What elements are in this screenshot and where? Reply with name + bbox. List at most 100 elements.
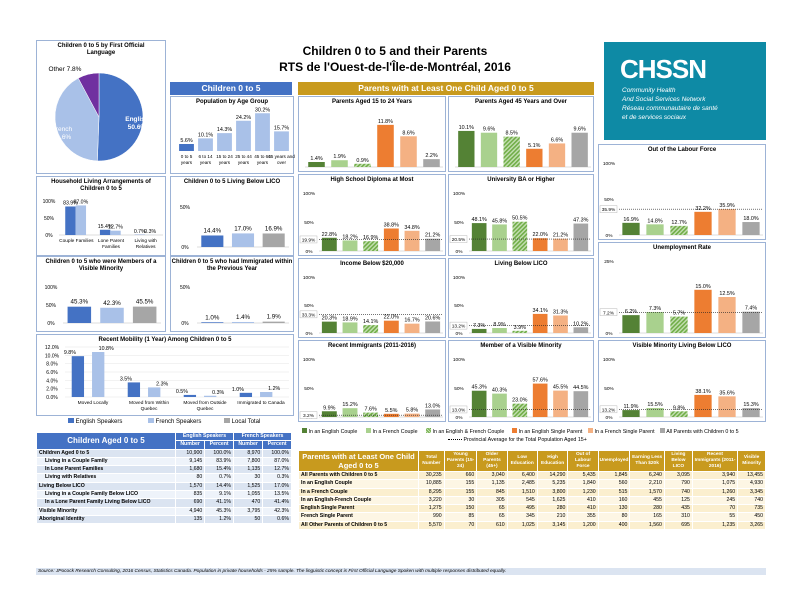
parents-table: Parents with at Least One Child Aged 0 t… [298,450,766,531]
chart-univ-svg: 100% 50% 0% 48.1% 45.8% 50.5% 22.0% 21.2% 47.3% 2… [449,191,591,255]
bar [354,163,371,167]
bar [363,325,379,333]
data-label: 5.6% [180,138,192,144]
bar [183,394,197,397]
bar [718,396,736,417]
table-cell: 470 [232,498,264,508]
table-cell: 455 [629,495,665,506]
table-row: English Single Parent 1,275 150 65 495 280 410… [298,504,766,514]
data-label: 12.7% [671,220,686,226]
data-label: 57.6% [533,378,548,384]
y-tick: 10.0% [45,353,60,359]
x-tick: years [200,160,212,165]
chart-unemp-svg: 25%0%6.2%7.3%5.7%15.0%12.5%7.4%7.2% [599,259,763,337]
bar [75,205,87,235]
provincial-label: 13.2% [602,407,616,413]
table-cell: Living in a Couple Family [36,456,176,467]
chart-unemp: 25% 0% 6.2% 7.3% 5.7% 15.0% 12.5% 7.4% 7.2% Unemp… [598,242,766,338]
data-label: 9.6% [574,127,586,133]
table-cell: 1.2% [204,514,234,525]
y-tick: 0% [606,331,614,337]
y-tick: 100% [453,275,466,281]
provincial-box [599,308,618,316]
bar [262,321,285,323]
table-cell: 400 [597,520,631,531]
table-cell: 3,800 [536,487,569,497]
data-label: 3.9% [514,325,526,331]
pie-label: Other 7.8% [49,66,82,73]
data-label: 14.1% [363,319,378,325]
data-label: 47.3% [573,218,588,224]
table-cell: In Lone Parent Families [36,465,176,475]
data-label: 0.5% [176,389,188,395]
x-tick: Quebec [197,406,214,412]
table-cell: 1,075 [691,479,739,489]
y-tick: 100% [603,357,616,363]
table-cell: 2,210 [629,479,665,489]
bar [342,322,358,333]
table-cell: 1,510 [506,487,538,497]
table-cell: 6,400 [506,470,538,481]
bar [646,311,664,333]
table-cell: 310 [663,512,693,522]
chart-title: Population by Age Group [195,99,269,105]
table-cell: Aboriginal Identity [36,514,176,525]
x-tick: 0 to 5 [181,154,193,159]
bar [471,328,487,333]
data-label: 1.9% [267,314,282,321]
data-label: 7.3% [473,323,485,329]
col-header: Number [174,440,206,450]
x-tick: Couple Families [59,238,94,244]
chart-inc20-svg: 100% 50% 0% 20.3% 18.9% 14.1% 22.0% 16.7% 20.6% 3… [299,275,443,337]
data-label: 16.7% [404,318,419,324]
data-label: 8.9% [493,322,505,328]
table-cell: 3,940 [691,470,739,481]
children-table: Children Aged 0 to 5 English Speakers Fr… [36,431,293,525]
table-cell: 3,795 [232,506,264,516]
table-cell: 245 [691,495,739,506]
table-cell: 210 [536,512,569,522]
chart-olf: 100% 50% 0% 16.9% 14.8% 12.7% 32.2% 35.9% 18.0% 3… [598,144,766,240]
bar [622,410,640,417]
legend-fr-single: In a French Single Parent [594,429,655,435]
data-label: 14.8% [647,218,662,224]
table-cell: 3,040 [476,470,508,481]
table-cell: 1,570 [174,481,206,492]
data-label: 9.8% [673,405,685,411]
data-label: 5.5% [385,408,397,414]
table-cell: In an English Couple [298,479,419,489]
col-header: Older Parents (45+) [476,450,508,472]
bar [231,321,255,323]
page-title: Children 0 to 5 and their Parents [302,44,488,58]
bar [363,241,379,251]
chart-title: Member of a Visible Minority [480,343,562,349]
table-cell: 5,235 [536,479,569,489]
bar [670,225,688,235]
pie-label: English [125,116,149,123]
col-header: Percent [204,440,234,450]
bar [383,320,399,333]
table-cell: 280 [629,504,665,514]
chart-title: Out of the Labour Force [647,147,717,153]
chart-title: Household Living Arrangements of Childre… [51,179,151,192]
bar [342,240,358,251]
chart-p15_24-svg: 1.4% 1.9% 0.9% 11.8% 8.6% 2.2% [305,119,443,168]
chart-title: Children 0 to 5 Living Below LICO [183,179,281,185]
y-tick: 0% [606,233,614,239]
table-cell: In a Lone Parent Family Living Below LIC… [36,498,176,508]
table-row: In Lone Parent Families 1,680 15.4% 1,135 12… [36,465,292,475]
bar [65,206,76,235]
page-subtitle: RTS de l'Ouest-de-l'Île-de-Montréal, 201… [279,60,511,74]
legend-fr-couple: In a French Couple [372,429,418,435]
y-tick: 4.0% [46,378,58,384]
chart-below_lico: 50% 0% 14.4% 17.0% 16.9% Children 0 to 5 Livi… [170,176,294,256]
bar [321,411,337,417]
bar [532,383,548,417]
x-tick: 15 to 24 [216,154,233,159]
bar [492,328,507,333]
table-cell: 835 [174,490,206,500]
pie-slice-other [77,72,100,118]
table-cell: 8,970 [232,448,264,458]
table-cell: 2,485 [506,479,538,489]
pie-label: French [52,126,73,133]
